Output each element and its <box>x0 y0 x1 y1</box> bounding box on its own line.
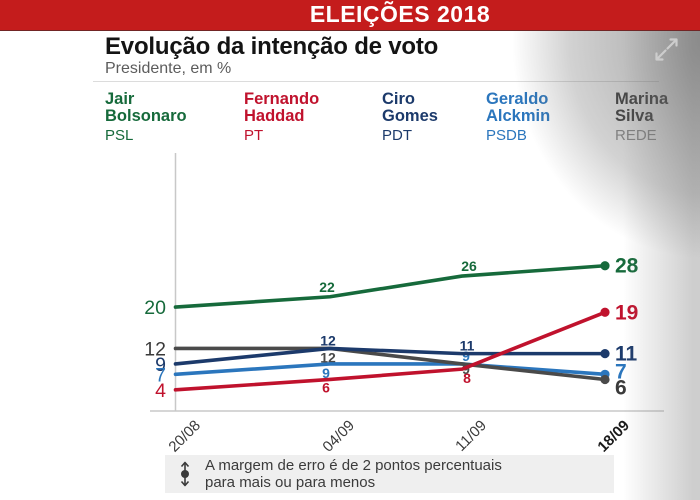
expand-icon[interactable] <box>653 36 680 63</box>
banner-title: ELEIÇÕES 2018 <box>309 1 491 27</box>
trend-line-bolsonaro <box>173 263 607 309</box>
value-label-ciro: 12 <box>320 332 336 348</box>
end-value-haddad: 19 <box>615 301 638 324</box>
value-label-bolsonaro: 22 <box>319 279 335 295</box>
start-value-marina: 12 <box>144 338 166 360</box>
election-banner: ELEIÇÕES 2018 <box>0 0 700 31</box>
value-label-bolsonaro: 26 <box>461 258 477 274</box>
error-margin-arrow-icon <box>180 461 190 487</box>
start-value-alckmin: 7 <box>155 364 166 386</box>
note-line1: A margem de erro é de 2 pontos percentua… <box>205 457 502 474</box>
end-dot-ciro <box>600 349 610 359</box>
value-label-haddad: 6 <box>322 379 330 395</box>
end-value-bolsonaro: 28 <box>615 255 639 278</box>
end-dot-bolsonaro <box>600 261 610 271</box>
end-dot-marina <box>600 374 610 385</box>
end-value-marina: 6 <box>615 376 627 399</box>
margin-of-error-note: A margem de erro é de 2 pontos percentua… <box>165 455 614 493</box>
end-dot-haddad <box>600 307 610 317</box>
margin-of-error-text: A margem de erro é de 2 pontos percentua… <box>205 457 502 491</box>
start-value-bolsonaro: 20 <box>144 297 166 319</box>
note-line2: para mais ou para menos <box>205 474 376 491</box>
